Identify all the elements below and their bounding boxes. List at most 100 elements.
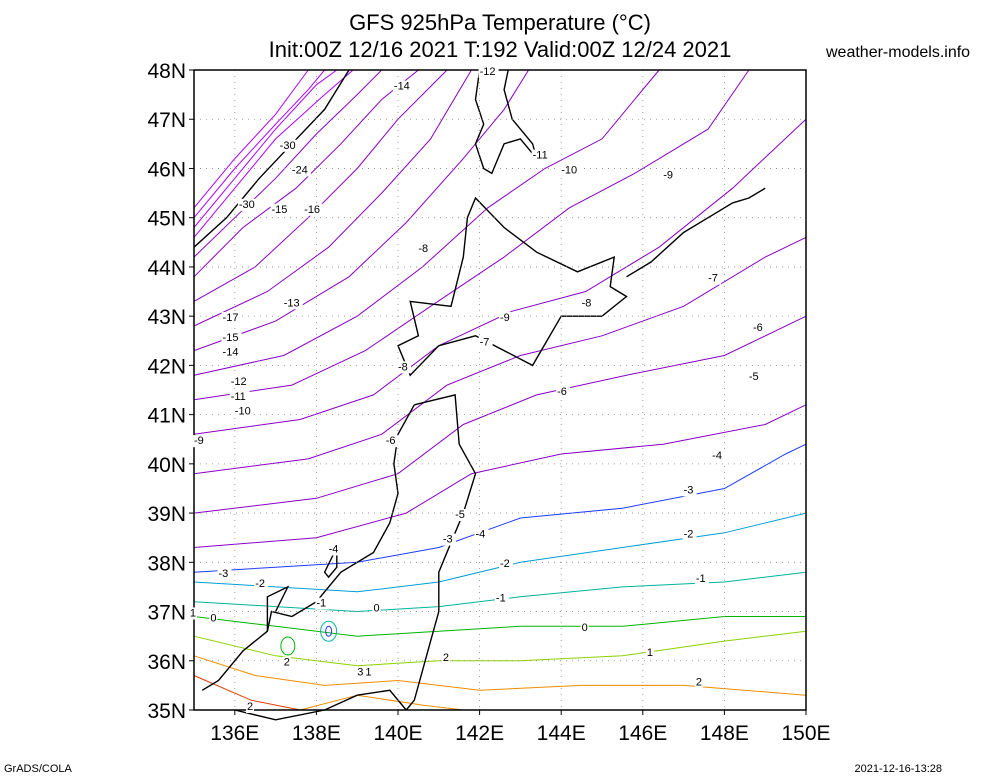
contour-label-bg <box>392 80 413 93</box>
isotherm <box>193 69 338 228</box>
contour-label: 2 <box>696 676 702 688</box>
contour-label: -9 <box>663 169 673 181</box>
contour-label: -6 <box>557 386 567 398</box>
contour-label: 2 <box>247 701 253 713</box>
coastline-segment <box>397 196 628 377</box>
contour-label: -3 <box>443 534 453 546</box>
contour-label-bg <box>237 198 258 211</box>
isotherm-lines <box>193 69 807 711</box>
contour-label: -5 <box>455 509 465 521</box>
contour-label-bg <box>694 573 709 585</box>
contour-label-bg <box>193 435 207 448</box>
lon-label: 140E <box>373 722 422 745</box>
contour-label: -6 <box>386 435 396 447</box>
map-frame <box>193 69 807 711</box>
contour-label-bg <box>290 164 311 177</box>
contour-label-bg <box>188 607 197 620</box>
contour-label-bg <box>580 622 589 635</box>
contour-label-bg <box>645 646 654 659</box>
isotherm <box>193 616 806 637</box>
coastline-segment <box>193 69 350 248</box>
lat-label: 43N <box>147 306 186 329</box>
isotherm-loop <box>325 625 333 637</box>
contour-label: 2 <box>284 657 290 669</box>
lat-label: 36N <box>147 651 186 674</box>
contour-label: -11 <box>231 391 246 403</box>
chart-subtitle: Init:00Z 12/16 2021 T:192 Valid:00Z 12/2… <box>268 37 732 62</box>
lat-label: 40N <box>147 454 186 477</box>
isotherm <box>193 69 472 327</box>
isotherm <box>193 315 807 514</box>
contour-label-bg <box>397 361 411 374</box>
contour-label-bg <box>499 558 513 571</box>
contour-label-bg <box>217 568 232 581</box>
contour-label-bg <box>384 435 399 448</box>
map-axes: 48N 47N 46N 45N 44N 43N 42N 41N 40N 39N 38N 37N 36N 3… <box>147 60 830 745</box>
contour-label-bg <box>747 371 762 384</box>
isotherm <box>193 69 383 258</box>
contour-label-bg <box>417 243 432 256</box>
isotherm <box>193 69 660 376</box>
isotherm-loop <box>280 636 296 656</box>
contour-label: 0 <box>582 622 588 634</box>
contour-label: -11 <box>533 150 548 162</box>
contour-label: -4 <box>329 543 339 555</box>
contour-label: -24 <box>292 164 308 176</box>
contour-label: -12 <box>231 376 247 388</box>
contour-label-bg <box>246 701 255 713</box>
contour-label: -17 <box>223 312 239 324</box>
contour-label-bg <box>209 612 218 625</box>
isotherm-loop <box>320 620 338 642</box>
contour-label-bg <box>441 651 450 664</box>
isotherm <box>193 118 807 435</box>
contour-label: -30 <box>239 199 255 211</box>
contour-label: 3 <box>357 667 363 679</box>
contour-label: -4 <box>476 529 486 541</box>
contour-label-bg <box>662 169 677 182</box>
isotherm <box>299 694 464 711</box>
lat-label: 46N <box>147 158 186 181</box>
lon-label: 148E <box>700 722 749 745</box>
contour-label-bg <box>478 65 499 78</box>
contour-label: -7 <box>480 337 490 349</box>
contour-label-bg <box>221 312 242 325</box>
contour-label-bg <box>556 385 571 398</box>
isotherm <box>193 512 807 593</box>
isotherm <box>193 655 807 696</box>
lat-lon-grid <box>194 69 807 711</box>
contour-label: 0 <box>210 612 216 624</box>
contour-label: -8 <box>418 243 428 255</box>
contour-label-bg <box>356 666 365 679</box>
isotherm <box>193 404 807 548</box>
isotherm <box>193 443 807 573</box>
contour-label: -8 <box>582 297 592 309</box>
contour-label-bg <box>233 405 254 418</box>
software-credit: GrADS/COLA <box>4 763 72 775</box>
contour-label: -9 <box>500 312 510 324</box>
contour-label: -13 <box>284 297 300 309</box>
contour-label-bg <box>531 149 552 162</box>
contour-label-bg <box>221 331 242 344</box>
contour-label: -2 <box>500 558 510 570</box>
coastline-segment <box>323 547 338 579</box>
contour-label: -15 <box>223 332 239 344</box>
chart-title: GFS 925hPa Temperature (°C) <box>349 10 651 35</box>
coastline-segment <box>626 187 766 278</box>
contour-label: -8 <box>398 361 408 373</box>
contour-label-bg <box>364 666 373 679</box>
isotherm <box>193 69 325 219</box>
contour-label-bg <box>282 297 303 310</box>
lat-label: 48N <box>147 60 186 83</box>
contour-label: -14 <box>223 347 239 359</box>
contour-label-bg <box>454 509 469 521</box>
contour-label-bg <box>221 346 242 359</box>
contour-label-bg <box>254 577 269 590</box>
isotherm <box>193 69 419 278</box>
contour-label: -6 <box>753 322 763 334</box>
isotherm <box>193 69 354 238</box>
contour-label: 0 <box>374 603 380 615</box>
contour-label-bg <box>711 449 726 462</box>
isotherm <box>193 69 750 401</box>
coastline-segment <box>234 689 407 721</box>
